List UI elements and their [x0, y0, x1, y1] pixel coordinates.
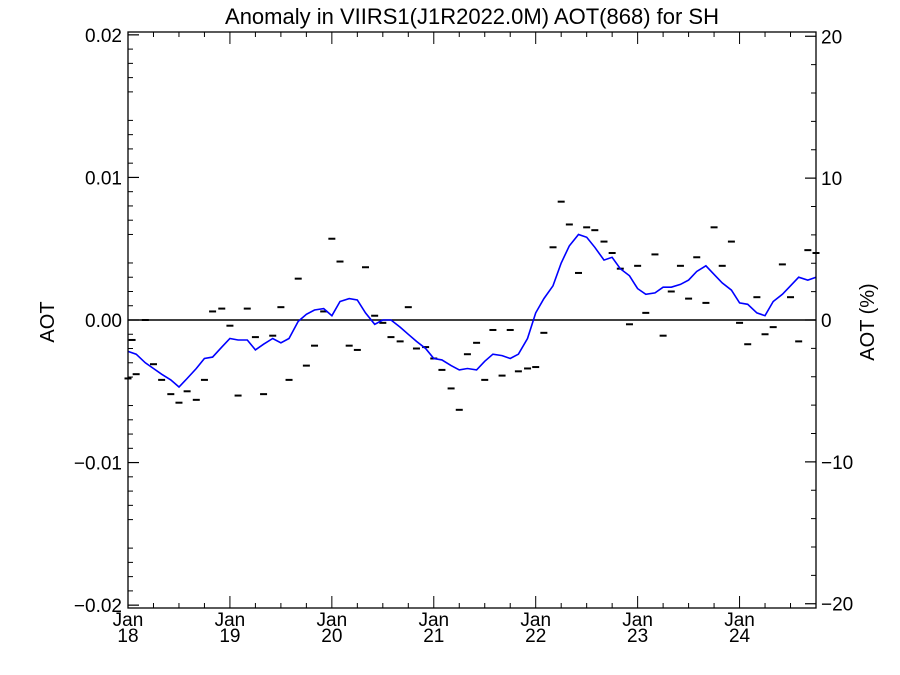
y2-tick-label: −20 — [821, 595, 853, 616]
x-tick-label-year: 24 — [729, 626, 751, 647]
x-tick-label-year: 19 — [219, 626, 240, 647]
x-tick-label-month: Jan — [317, 610, 348, 631]
x-tick-label-month: Jan — [520, 610, 551, 631]
y-tick-label: 0.02 — [85, 26, 122, 47]
series-line — [127, 233, 817, 389]
y2-tick-label: −10 — [821, 453, 853, 474]
plot-frame — [127, 31, 817, 609]
x-tick-label-year: 18 — [117, 626, 138, 647]
y-axis-label: AOT — [37, 301, 59, 342]
x-tick-label-month: Jan — [215, 610, 246, 631]
x-tick-label-year: 20 — [321, 626, 342, 647]
y-tick-label: −0.02 — [74, 596, 122, 617]
y-tick-label: 0.01 — [85, 168, 122, 189]
plot-marks: 0.020.010.00−0.01−0.0220100−10−20Jan18Ja… — [74, 26, 853, 647]
y-tick-label: −0.01 — [74, 454, 122, 475]
x-tick-label-year: 22 — [525, 626, 546, 647]
y2-tick-label: 10 — [821, 169, 842, 190]
x-tick-label-month: Jan — [418, 610, 449, 631]
y2-tick-label: 0 — [821, 311, 832, 332]
chart-title: Anomaly in VIIRS1(J1R2022.0M) AOT(868) f… — [225, 4, 719, 29]
x-tick-label-month: Jan — [113, 610, 144, 631]
y2-axis-label: AOT (%) — [857, 283, 879, 360]
y2-tick-label: 20 — [821, 27, 842, 48]
x-tick-label-month: Jan — [724, 610, 755, 631]
x-tick-label-year: 23 — [627, 626, 648, 647]
x-tick-label-month: Jan — [622, 610, 653, 631]
x-tick-label-year: 21 — [423, 626, 444, 647]
y-tick-label: 0.00 — [85, 311, 122, 332]
